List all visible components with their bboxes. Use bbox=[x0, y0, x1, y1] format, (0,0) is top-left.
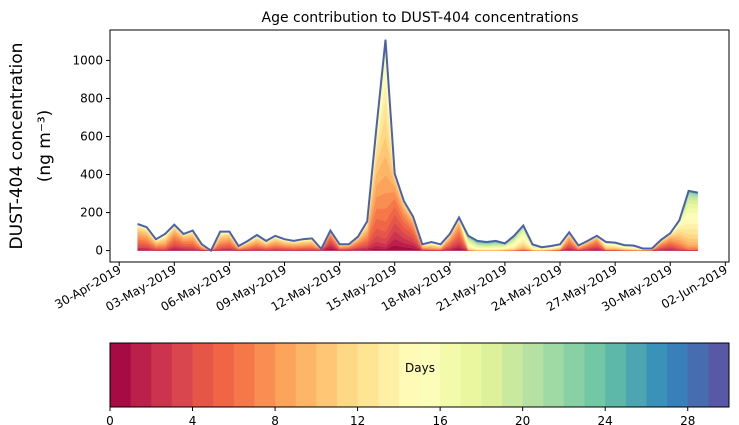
plot-frame bbox=[109, 29, 730, 263]
y-tick-label: 600 bbox=[80, 129, 103, 143]
colorbar-segment-6 bbox=[233, 343, 255, 407]
colorbar-segment-20 bbox=[522, 343, 544, 407]
y-tick-label: 1000 bbox=[72, 53, 103, 67]
y-axis-label: DUST-404 concentration (ng m⁻³) bbox=[7, 43, 55, 250]
age-band-area-29 bbox=[137, 39, 698, 251]
age-band-area-28 bbox=[137, 39, 698, 251]
colorbar-tick-label: 8 bbox=[271, 414, 279, 425]
age-band-area-20 bbox=[137, 41, 698, 251]
age-band-area-24 bbox=[137, 39, 698, 251]
colorbar-segment-14 bbox=[398, 343, 420, 407]
x-axis-ticks: 30-Apr-201903-May-201906-May-201909-May-… bbox=[52, 262, 730, 314]
age-band-area-14 bbox=[137, 70, 698, 251]
colorbar-segment-12 bbox=[357, 343, 379, 407]
colorbar-tick-label: 12 bbox=[350, 414, 365, 425]
y-axis-label-line2: (ng m⁻³) bbox=[35, 110, 55, 183]
colorbar-segment-11 bbox=[336, 343, 359, 407]
y-tick-label: 800 bbox=[80, 91, 103, 105]
age-band-area-16 bbox=[137, 52, 698, 251]
age-band-area-25 bbox=[137, 39, 698, 251]
colorbar-segment-29 bbox=[708, 343, 730, 407]
y-axis-label-line1: DUST-404 concentration bbox=[7, 43, 27, 250]
colorbar-label: Days bbox=[405, 361, 435, 375]
colorbar-segment-19 bbox=[502, 343, 524, 407]
age-band-area-23 bbox=[137, 39, 698, 251]
colorbar-segment-17 bbox=[460, 343, 482, 407]
colorbar-tick-label: 20 bbox=[515, 414, 530, 425]
colorbar-tick-label: 0 bbox=[106, 414, 114, 425]
age-band-area-19 bbox=[137, 42, 698, 251]
age-band-area-15 bbox=[137, 60, 698, 251]
colorbar-segment-26 bbox=[646, 343, 668, 407]
colorbar-segment-4 bbox=[192, 343, 214, 407]
colorbar-segment-13 bbox=[378, 343, 400, 407]
y-axis-ticks: 0 200 400 600 800 1000 bbox=[72, 53, 110, 258]
colorbar-tick-label: 16 bbox=[432, 414, 447, 425]
colorbar-tick-label: 4 bbox=[189, 414, 197, 425]
colorbar-segment-23 bbox=[584, 343, 606, 407]
age-band-area-22 bbox=[137, 39, 698, 251]
colorbar-segment-24 bbox=[605, 343, 627, 407]
age-band-area-13 bbox=[137, 82, 698, 251]
colorbar-segment-15 bbox=[419, 343, 441, 407]
colorbar-tick-label: 28 bbox=[680, 414, 695, 425]
colorbar-segment-2 bbox=[151, 343, 173, 407]
age-band-area-21 bbox=[137, 40, 698, 251]
colorbar-tick-label: 24 bbox=[598, 414, 613, 425]
colorbar-segment-3 bbox=[171, 343, 194, 407]
stacked-areas bbox=[137, 39, 698, 251]
age-band-area-18 bbox=[137, 44, 698, 251]
colorbar-frame bbox=[109, 342, 730, 408]
colorbar: 0 4 8 12 16 20 24 28 bbox=[106, 342, 730, 425]
colorbar-segment-27 bbox=[667, 343, 689, 407]
colorbar-segment-28 bbox=[687, 343, 709, 407]
colorbar-segment-7 bbox=[254, 343, 276, 407]
colorbar-segment-22 bbox=[563, 343, 586, 407]
colorbar-segment-21 bbox=[543, 343, 565, 407]
colorbar-segment-9 bbox=[295, 343, 317, 407]
y-tick-label: 0 bbox=[95, 244, 103, 258]
colorbar-segment-25 bbox=[625, 343, 647, 407]
chart-title: Age contribution to DUST-404 concentrati… bbox=[262, 10, 579, 26]
age-band-area-17 bbox=[137, 47, 698, 251]
colorbar-segment-10 bbox=[316, 343, 338, 407]
y-tick-label: 400 bbox=[80, 168, 103, 182]
total-outline bbox=[137, 39, 698, 253]
colorbar-segment-1 bbox=[130, 343, 152, 407]
age-band-area-27 bbox=[137, 39, 698, 251]
colorbar-segment-18 bbox=[481, 343, 503, 407]
colorbar-segment-0 bbox=[110, 343, 132, 407]
colorbar-segment-16 bbox=[440, 343, 462, 407]
colorbar-segment-5 bbox=[213, 343, 235, 407]
colorbar-segment-8 bbox=[275, 343, 297, 407]
y-tick-label: 200 bbox=[80, 206, 103, 220]
age-band-area-26 bbox=[137, 39, 698, 251]
